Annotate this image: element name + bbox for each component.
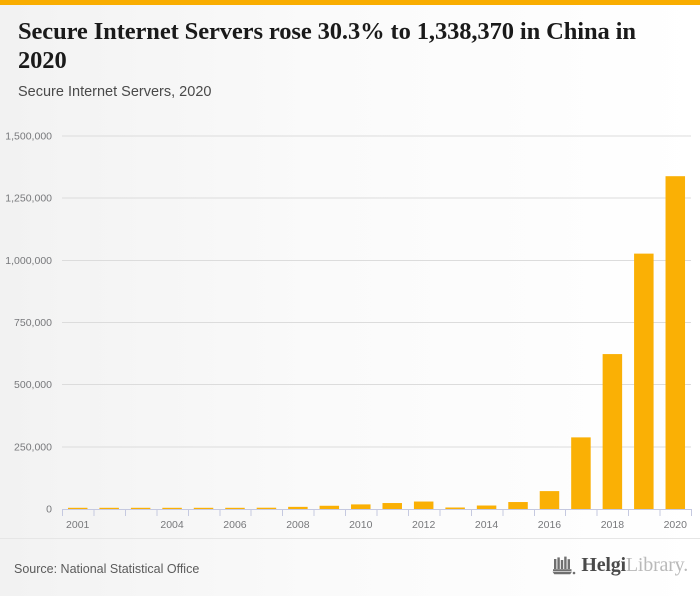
- logo-library-text: Library: [625, 554, 684, 576]
- y-axis-tick-label: 0: [46, 504, 52, 516]
- x-axis-tick-label: 2004: [160, 519, 184, 531]
- bar-2013[interactable]: 2013: 6,000: [445, 507, 465, 509]
- top-accent-bar: [0, 0, 700, 5]
- bar-2011[interactable]: 2011: 24,000: [382, 503, 402, 509]
- logo-wordmark: HelgiLibrary.: [581, 555, 688, 575]
- x-axis-tick-label: 2006: [223, 519, 247, 531]
- bar-2004[interactable]: 2004: 980: [162, 507, 182, 509]
- source-note: Source: National Statistical Office: [14, 562, 200, 576]
- library-building-icon: [552, 556, 576, 575]
- x-axis-tick-label: 2008: [286, 519, 310, 531]
- bar-2012[interactable]: 2012: 30,000: [413, 501, 434, 509]
- chart-header: Secure Internet Servers rose 30.3% to 1,…: [0, 5, 700, 115]
- x-axis-tick-label: 2014: [475, 519, 499, 531]
- bar-2008[interactable]: 2008: 8,600: [288, 506, 308, 509]
- x-axis-tick-label: 2010: [349, 519, 373, 531]
- bar-2007[interactable]: 2007: 5,200: [256, 507, 277, 509]
- bar-2018[interactable]: 2018: 623,000: [602, 354, 623, 509]
- bar-2009[interactable]: 2009: 13,000: [319, 505, 340, 509]
- helgi-library-logo[interactable]: HelgiLibrary.: [552, 555, 688, 575]
- y-axis-tick-label: 500,000: [14, 379, 52, 391]
- y-axis-tick-labels: 0 250,000 500,000 750,000 1,000,000 1,250,000…: [5, 131, 52, 516]
- chart-footer: Source: National Statistical Office Helg…: [0, 538, 700, 596]
- bar-2019[interactable]: 2019: 1,027,000: [634, 253, 654, 509]
- logo-helgi-text: Helgi: [581, 554, 626, 576]
- x-axis-tick-label: 2001: [66, 519, 90, 531]
- bar-2020[interactable]: 2020: 1,338,370: [665, 176, 686, 509]
- gridlines-group: [62, 135, 691, 448]
- y-axis-tick-label: 250,000: [14, 441, 52, 453]
- x-axis-group: [62, 509, 692, 516]
- bar-2014[interactable]: 2014: 14,000: [476, 505, 497, 509]
- bar-chart-svg: 0 250,000 500,000 750,000 1,000,000 1,250,000…: [5, 131, 692, 531]
- footer-divider: [0, 538, 700, 539]
- y-axis-tick-label: 1,000,000: [5, 255, 52, 267]
- y-axis-tick-label: 1,250,000: [5, 193, 52, 205]
- bar-2003[interactable]: 2003: 520: [130, 507, 151, 509]
- bar-2010[interactable]: 2010: 18,500: [351, 504, 371, 509]
- x-axis-tick-label: 2012: [412, 519, 436, 531]
- bar-2017[interactable]: 2017: 288,000: [571, 437, 591, 509]
- y-axis-tick-label: 1,500,000: [5, 131, 52, 143]
- page-subtitle: Secure Internet Servers, 2020: [18, 84, 212, 100]
- x-axis-tick-label: 2018: [601, 519, 625, 531]
- page-title: Secure Internet Servers rose 30.3% to 1,…: [18, 18, 636, 74]
- bar-2006[interactable]: 2006: 3,100: [225, 507, 245, 509]
- bar-2015[interactable]: 2015: 28,000: [508, 502, 528, 509]
- logo-dot: .: [683, 554, 688, 576]
- bar-2001[interactable]: 2001: 120: [67, 507, 88, 509]
- bar-2005[interactable]: 2005: 1,800: [193, 507, 214, 509]
- x-axis-tick-label: 2020: [664, 519, 688, 531]
- x-axis-tick-labels: 2001 2004 2006 2008 2010 2012 2014 2016 2018 2020: [66, 519, 687, 531]
- x-axis-tick-label: 2016: [538, 519, 562, 531]
- y-axis-tick-label: 750,000: [14, 317, 52, 329]
- bar-2016[interactable]: 2016: 72,000: [539, 491, 560, 509]
- chart-plot-area: 0 250,000 500,000 750,000 1,000,000 1,250,000…: [0, 118, 700, 538]
